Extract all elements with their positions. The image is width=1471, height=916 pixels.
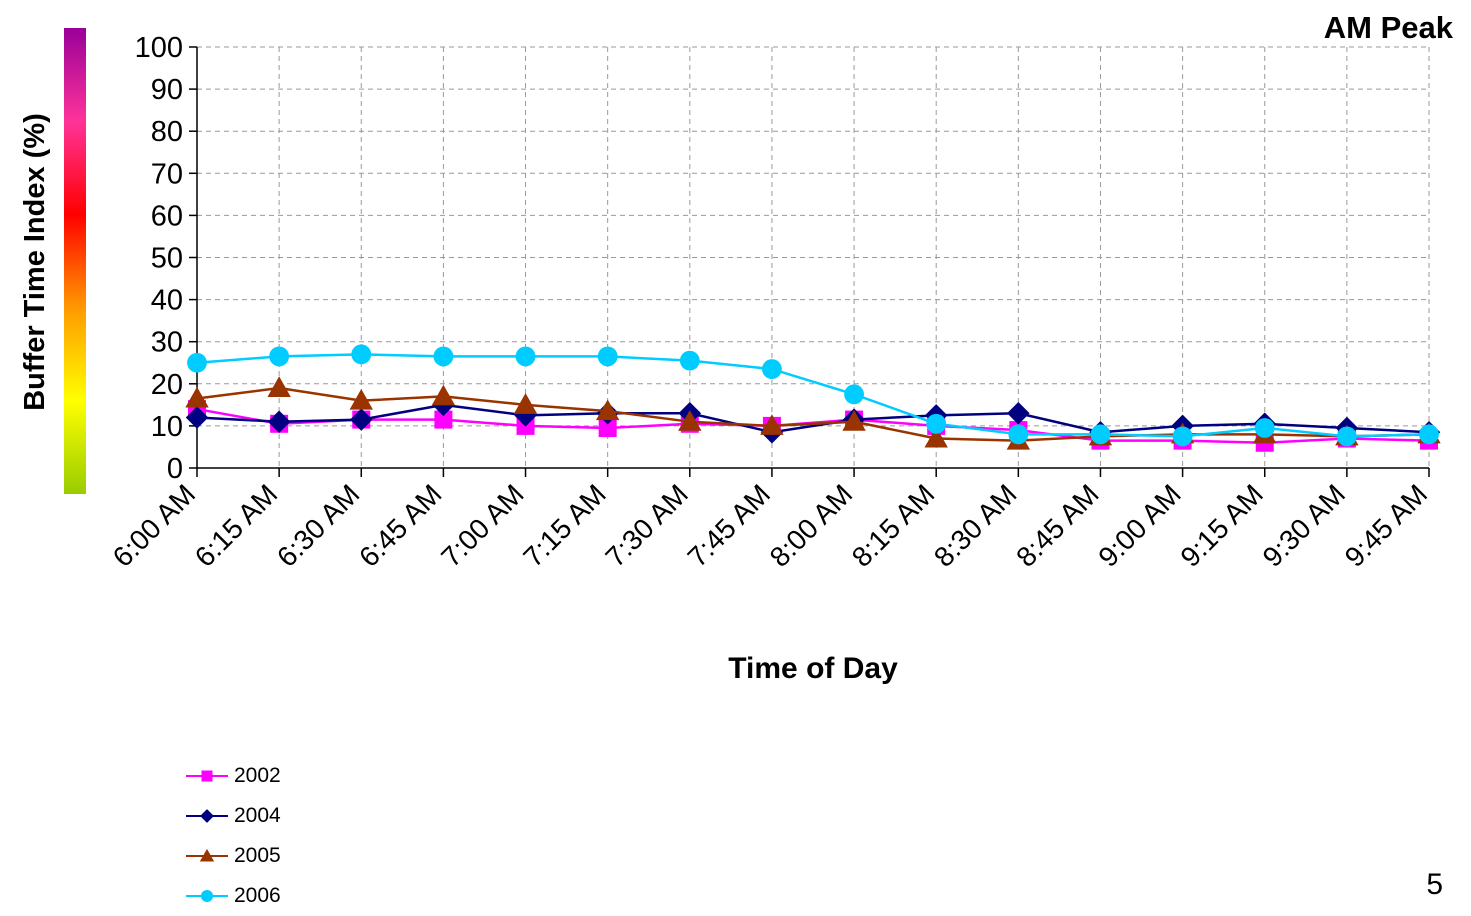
- legend-marker: [200, 809, 214, 823]
- data-point-2005: [760, 414, 784, 435]
- data-point-2006: [515, 346, 536, 367]
- x-tick-label: 6:15 AM: [189, 478, 284, 573]
- data-point-2006: [597, 346, 618, 367]
- x-tick-label: 7:30 AM: [599, 478, 694, 573]
- x-tick-label: 8:00 AM: [764, 478, 859, 573]
- legend-swatch: [186, 889, 228, 903]
- data-point-2006: [351, 344, 372, 365]
- y-tick-label: 10: [151, 411, 183, 443]
- x-tick-label: 9:30 AM: [1257, 478, 1352, 573]
- x-tick-label: 7:15 AM: [517, 478, 612, 573]
- y-tick-label: 90: [151, 74, 183, 106]
- data-point-2006: [1254, 418, 1275, 438]
- data-point-2006: [1008, 424, 1029, 445]
- x-tick-label: 9:45 AM: [1339, 478, 1434, 573]
- page-number: 5: [1426, 868, 1443, 901]
- series-line-2006: [196, 353, 1430, 438]
- x-tick-labels: 6:00 AM6:15 AM6:30 AM6:45 AM7:00 AM7:15 …: [107, 478, 1434, 573]
- data-point-2006: [1172, 426, 1193, 447]
- legend-swatch: [186, 770, 228, 782]
- legend-label: 2005: [234, 844, 281, 867]
- data-point-2002: [598, 419, 617, 438]
- data-point-2006: [679, 350, 700, 371]
- legend-marker: [200, 889, 214, 903]
- y-axis-label: Buffer Time Index (%): [19, 113, 51, 411]
- y-tick-label: 60: [151, 200, 183, 232]
- grid-lines: [197, 46, 1430, 468]
- legend-label: 2006: [234, 884, 281, 907]
- y-tick-label: 100: [135, 32, 183, 64]
- legend-label: 2004: [234, 804, 281, 827]
- y-tick-label: 30: [151, 327, 183, 359]
- data-point-2004: [350, 408, 373, 431]
- data-point-2006: [269, 346, 290, 367]
- data-point-2006: [433, 346, 454, 367]
- data-point-2006: [926, 413, 947, 434]
- series-line-2005: [196, 386, 1430, 442]
- x-tick-label: 8:30 AM: [928, 478, 1023, 573]
- legend-marker: [201, 770, 213, 782]
- x-tick-label: 6:00 AM: [107, 478, 202, 573]
- data-point-2005: [267, 376, 291, 398]
- x-tick-label: 6:30 AM: [271, 478, 366, 573]
- legend-item-2006: 2006: [186, 876, 281, 916]
- x-tick-label: 7:45 AM: [682, 478, 777, 573]
- legend-item-2004: 2004: [186, 796, 281, 836]
- series-2006: [187, 344, 1439, 447]
- y-tick-label: 80: [151, 116, 183, 148]
- series-line-2004: [196, 403, 1430, 434]
- data-point-2006: [844, 384, 864, 405]
- y-tick-label: 40: [151, 285, 183, 317]
- data-point-2004: [267, 410, 291, 433]
- x-tick-label: 6:45 AM: [353, 478, 448, 573]
- legend-swatch: [186, 809, 228, 823]
- x-tick-label: 8:45 AM: [1010, 478, 1105, 573]
- legend-swatch: [186, 848, 228, 862]
- y-tick-label: 20: [151, 369, 183, 401]
- legend-item-2005: 2005: [186, 836, 281, 876]
- data-point-2005: [349, 388, 373, 410]
- data-point-2005: [431, 384, 456, 406]
- data-point-2006: [1090, 424, 1111, 445]
- y-tick-label: 70: [151, 158, 183, 190]
- x-tick-label: 9:00 AM: [1092, 478, 1187, 573]
- data-point-2002: [434, 410, 453, 429]
- data-point-2006: [1336, 426, 1357, 447]
- data-point-2006: [1419, 424, 1439, 445]
- data-point-2005: [513, 393, 538, 414]
- legend-marker: [199, 848, 215, 862]
- legend: 2002 2004 2005 2006: [186, 756, 281, 916]
- data-point-2005: [185, 386, 209, 408]
- chart-title: AM Peak: [1323, 10, 1453, 45]
- data-point-2005: [678, 409, 702, 431]
- index-color-scale-bar: [64, 28, 86, 494]
- data-point-2005: [595, 399, 620, 421]
- legend-item-2002: 2002: [186, 756, 281, 796]
- y-tick-label: 0: [167, 453, 183, 485]
- data-series: [185, 344, 1441, 452]
- y-tick-label: 50: [151, 243, 183, 275]
- data-point-2005: [842, 409, 866, 431]
- data-point-2004: [1007, 402, 1030, 425]
- axes: [189, 46, 1430, 477]
- series-2005: [185, 376, 1441, 450]
- data-point-2006: [762, 359, 782, 379]
- x-tick-label: 9:15 AM: [1174, 478, 1269, 573]
- y-tick-labels: 0 10 20 30 40 50 60 70 80 90 100: [135, 32, 183, 485]
- data-point-2004: [185, 406, 209, 429]
- legend-label: 2002: [234, 764, 281, 787]
- data-point-2005: [924, 426, 948, 448]
- x-tick-label: 8:15 AM: [846, 478, 941, 573]
- x-axis-label: Time of Day: [728, 652, 898, 685]
- x-tick-label: 7:00 AM: [435, 478, 530, 573]
- data-point-2006: [187, 352, 207, 373]
